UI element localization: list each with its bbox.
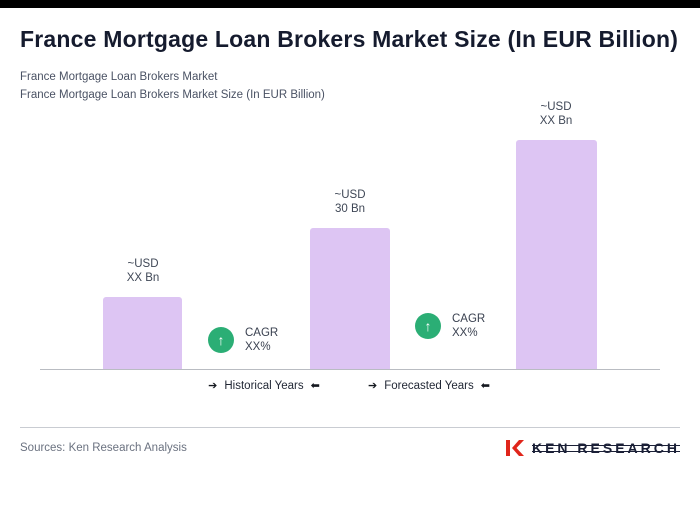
cagr-text: CAGR XX%: [452, 312, 485, 340]
cagr-value: XX%: [245, 341, 271, 353]
bar-chart: ~USD XX Bn ~USD 30 Bn ~USD XX Bn ↑ CAGR …: [40, 101, 660, 370]
bar-value-label: ~USD XX Bn: [496, 100, 616, 128]
cagr-value: XX%: [452, 327, 478, 339]
sources-text: Sources: Ken Research Analysis: [20, 442, 187, 454]
up-arrow-icon: ↑: [415, 313, 441, 339]
footer: Sources: Ken Research Analysis KEN RESEA…: [20, 438, 680, 458]
bar-mid: [310, 228, 390, 369]
bar-value-line2: XX Bn: [126, 272, 160, 284]
historical-years-text: Historical Years: [224, 380, 304, 392]
ken-research-logo: KEN RESEARCH: [504, 438, 680, 458]
cagr-annotation: ↑ CAGR XX%: [415, 312, 485, 340]
bar-historical: [103, 297, 182, 369]
subtitle-line-2: France Mortgage Loan Brokers Market Size…: [20, 89, 325, 101]
right-arrow-icon: ➔: [208, 380, 218, 392]
ken-research-k-icon: [505, 440, 524, 456]
left-arrow-icon: ⬅: [310, 380, 320, 392]
cagr-label: CAGR: [452, 313, 486, 325]
footer-divider: [20, 427, 680, 428]
forecasted-years-label: ➔ Forecasted Years ⬅: [368, 379, 490, 392]
cagr-annotation: ↑ CAGR XX%: [208, 326, 278, 354]
cagr-label: CAGR: [245, 327, 279, 339]
cagr-text: CAGR XX%: [245, 326, 278, 354]
ken-research-wordmark: KEN RESEARCH: [531, 440, 680, 456]
chart-subtitles: France Mortgage Loan Brokers Market Fran…: [20, 68, 680, 104]
forecasted-years-text: Forecasted Years: [384, 380, 474, 392]
bar-value-label: ~USD 30 Bn: [290, 188, 410, 216]
bar-value-line2: XX Bn: [539, 115, 573, 127]
top-accent-bar: [0, 0, 700, 8]
bar-value-label: ~USD XX Bn: [83, 257, 203, 285]
bar-value-line1: ~USD: [127, 258, 159, 270]
historical-years-label: ➔ Historical Years ⬅: [208, 379, 320, 392]
x-axis-period-labels: ➔ Historical Years ⬅ ➔ Forecasted Years ⬅: [40, 370, 660, 400]
bar-value-line1: ~USD: [540, 101, 572, 113]
up-arrow-icon: ↑: [208, 327, 234, 353]
right-arrow-icon: ➔: [368, 380, 378, 392]
bar-forecast: [516, 140, 597, 369]
subtitle-line-1: France Mortgage Loan Brokers Market: [20, 71, 218, 83]
bar-value-line2: 30 Bn: [334, 203, 366, 215]
left-arrow-icon: ⬅: [480, 380, 490, 392]
bar-value-line1: ~USD: [334, 189, 366, 201]
page-title: France Mortgage Loan Brokers Market Size…: [20, 26, 679, 52]
